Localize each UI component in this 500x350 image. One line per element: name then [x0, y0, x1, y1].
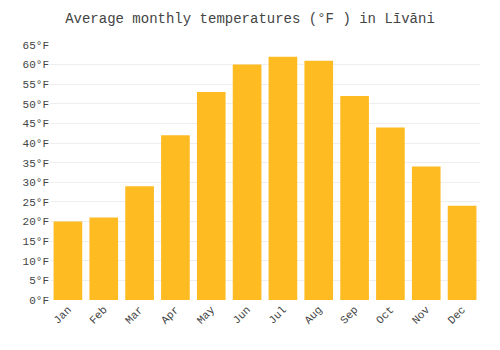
svg-text:45°F: 45°F — [23, 118, 49, 130]
svg-text:15°F: 15°F — [23, 236, 49, 248]
svg-text:10°F: 10°F — [23, 256, 49, 268]
svg-text:30°F: 30°F — [23, 177, 49, 189]
svg-text:55°F: 55°F — [23, 79, 49, 91]
svg-text:35°F: 35°F — [23, 158, 49, 170]
svg-text:Jul: Jul — [266, 304, 288, 326]
svg-text:5°F: 5°F — [29, 275, 49, 287]
svg-text:50°F: 50°F — [23, 99, 49, 111]
svg-text:Nov: Nov — [410, 304, 433, 327]
svg-text:Apr: Apr — [159, 304, 181, 326]
svg-text:Jan: Jan — [51, 304, 73, 326]
svg-text:Oct: Oct — [374, 304, 396, 326]
svg-text:25°F: 25°F — [23, 197, 49, 209]
svg-text:Feb: Feb — [87, 304, 109, 326]
svg-text:40°F: 40°F — [23, 138, 49, 150]
svg-text:Sep: Sep — [338, 304, 360, 326]
svg-text:Dec: Dec — [446, 304, 468, 326]
svg-text:60°F: 60°F — [23, 59, 49, 71]
svg-text:Average monthly temperatures (: Average monthly temperatures (°F ) in Lī… — [65, 11, 435, 27]
svg-text:0°F: 0°F — [29, 295, 49, 307]
svg-text:65°F: 65°F — [23, 40, 49, 52]
svg-text:Aug: Aug — [302, 304, 324, 326]
svg-text:20°F: 20°F — [23, 216, 49, 228]
svg-text:Mar: Mar — [123, 304, 145, 326]
svg-text:May: May — [195, 304, 218, 327]
svg-text:Jun: Jun — [231, 304, 253, 326]
